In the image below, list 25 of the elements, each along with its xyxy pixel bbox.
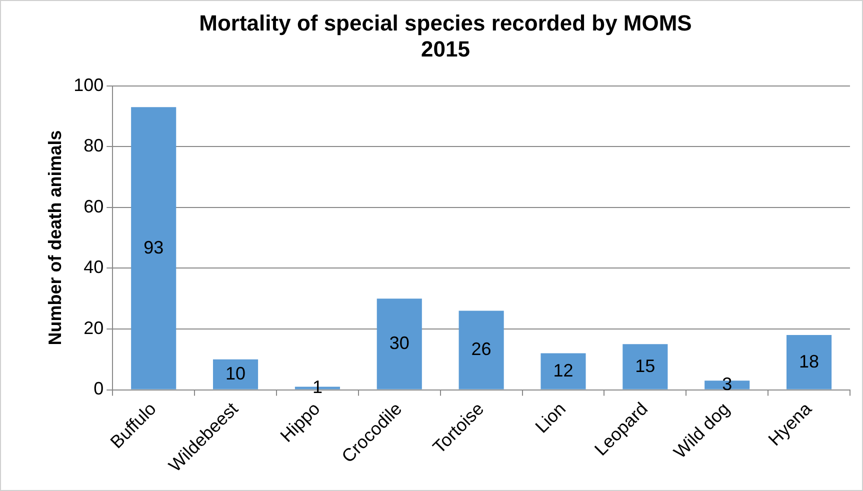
data-label: 3 [722, 374, 732, 394]
text: 2015 [421, 36, 470, 62]
text: Mortality of special species recorded by MOMS [199, 10, 692, 36]
y-tick-label: 20 [84, 318, 104, 338]
bar [786, 335, 832, 390]
data-label: 10 [226, 364, 246, 384]
y-tick-label: 40 [84, 257, 104, 278]
x-tick-label: Lion [531, 398, 570, 437]
data-label: 93 [144, 237, 164, 258]
y-tick-label: 0 [94, 378, 104, 399]
y-tick-label: 80 [84, 136, 104, 156]
bar [622, 344, 668, 390]
y-axis-title: Number of death animals [44, 130, 65, 346]
bar [540, 353, 586, 390]
data-label: 30 [389, 333, 410, 354]
bar [212, 359, 258, 390]
bar [131, 107, 176, 390]
y-tick-label: 60 [84, 196, 104, 216]
data-label: 18 [799, 351, 820, 372]
data-label: 12 [553, 360, 574, 380]
data-label: 26 [471, 339, 492, 360]
bar [458, 310, 504, 390]
y-tick-label: 100 [74, 74, 104, 95]
data-label: 15 [635, 356, 656, 376]
bar [376, 298, 422, 390]
